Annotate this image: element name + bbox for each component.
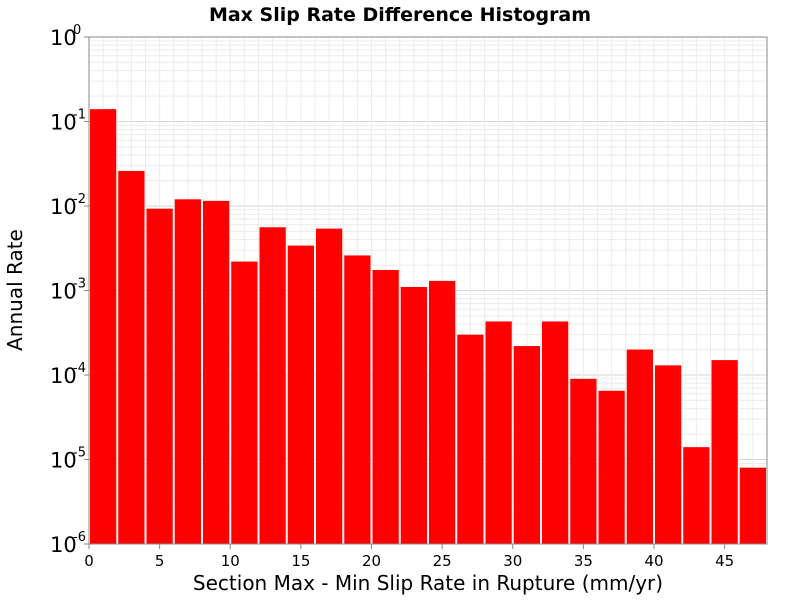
x-tick-label: 35 bbox=[574, 552, 593, 570]
y-tick-label: 10 bbox=[50, 26, 77, 50]
x-tick-label: 10 bbox=[221, 552, 240, 570]
y-tick-exponent: -4 bbox=[73, 361, 86, 376]
histogram-bar bbox=[372, 269, 399, 544]
histogram-bar bbox=[174, 199, 201, 544]
chart-title: Max Slip Rate Difference Histogram bbox=[209, 4, 591, 26]
x-tick-label: 45 bbox=[715, 552, 734, 570]
x-axis-label: Section Max - Min Slip Rate in Rupture (… bbox=[193, 571, 663, 595]
x-tick-label: 0 bbox=[84, 552, 94, 570]
histogram-bar bbox=[203, 200, 230, 544]
x-tick-label: 30 bbox=[503, 552, 522, 570]
x-tick-label: 15 bbox=[291, 552, 310, 570]
histogram-bar bbox=[146, 208, 173, 544]
y-tick-label: 10 bbox=[50, 280, 77, 304]
histogram-bar bbox=[598, 390, 625, 544]
x-tick-label: 20 bbox=[362, 552, 381, 570]
y-tick-label: 10 bbox=[50, 195, 77, 219]
histogram-bar bbox=[344, 255, 371, 544]
y-tick-label: 10 bbox=[50, 364, 77, 388]
bars-layer bbox=[90, 109, 766, 544]
histogram-bar bbox=[231, 261, 258, 544]
histogram-bar bbox=[400, 287, 427, 544]
y-tick-label: 10 bbox=[50, 111, 77, 135]
histogram-bar bbox=[739, 467, 766, 544]
histogram-bar bbox=[711, 360, 738, 544]
histogram-bar bbox=[316, 228, 343, 544]
histogram-bar bbox=[429, 280, 456, 544]
y-tick-exponent: 0 bbox=[73, 23, 81, 38]
histogram-bar bbox=[683, 447, 710, 544]
y-tick-label: 10 bbox=[50, 533, 77, 557]
histogram-bar bbox=[570, 378, 597, 544]
histogram-bar bbox=[259, 227, 286, 544]
x-tick-label: 25 bbox=[433, 552, 452, 570]
y-tick-exponent: -6 bbox=[73, 530, 86, 545]
histogram-bar bbox=[485, 321, 512, 544]
histogram-bar bbox=[542, 321, 569, 544]
y-tick-exponent: -5 bbox=[73, 446, 86, 461]
y-axis-label: Annual Rate bbox=[3, 229, 27, 351]
y-tick-exponent: -3 bbox=[73, 277, 86, 292]
x-tick-label: 5 bbox=[155, 552, 165, 570]
histogram-bar bbox=[287, 245, 314, 544]
histogram-bar bbox=[626, 349, 653, 544]
histogram-bar bbox=[90, 109, 117, 544]
x-ticks: 0 5 10 15 20 25 30 35 40 45 bbox=[84, 544, 734, 570]
y-tick-label: 10 bbox=[50, 449, 77, 473]
y-tick-exponent: -1 bbox=[73, 108, 86, 123]
x-tick-label: 40 bbox=[644, 552, 663, 570]
histogram-bar bbox=[513, 346, 540, 544]
y-tick-exponent: -2 bbox=[73, 192, 86, 207]
histogram-bar bbox=[655, 365, 682, 544]
histogram-bar bbox=[457, 334, 484, 544]
histogram-bar bbox=[118, 170, 145, 544]
